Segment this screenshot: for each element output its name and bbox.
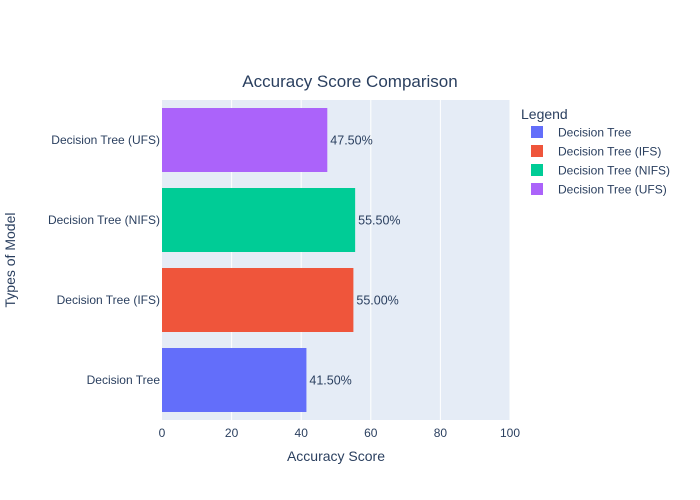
- x-tick-label: 60: [364, 426, 378, 440]
- y-tick-label: Decision Tree (UFS): [51, 133, 160, 147]
- legend-swatch[interactable]: [531, 164, 543, 176]
- legend-item-label[interactable]: Decision Tree (UFS): [558, 183, 667, 197]
- legend-swatch[interactable]: [531, 126, 543, 138]
- bar-value-label: 41.50%: [309, 374, 351, 388]
- x-tick-label: 80: [434, 426, 448, 440]
- legend: Legend Decision Tree Decision Tree (IFS) D…: [521, 106, 670, 197]
- y-axis-ticks: Decision Tree Decision Tree (IFS) Decision…: [48, 133, 160, 387]
- legend-title: Legend: [521, 106, 568, 122]
- bar-value-label: 47.50%: [330, 134, 372, 148]
- y-tick-label: Decision Tree: [87, 373, 161, 387]
- y-tick-label: Decision Tree (NIFS): [48, 213, 160, 227]
- legend-item-label[interactable]: Decision Tree: [558, 126, 632, 140]
- x-tick-label: 100: [500, 426, 520, 440]
- x-axis-title: Accuracy Score: [287, 448, 385, 464]
- legend-item-label[interactable]: Decision Tree (NIFS): [558, 164, 670, 178]
- x-axis-ticks: 0 20 40 60 80 100: [159, 426, 521, 440]
- legend-item-label[interactable]: Decision Tree (IFS): [558, 145, 661, 159]
- legend-swatch[interactable]: [531, 183, 543, 195]
- chart-title: Accuracy Score Comparison: [242, 72, 457, 91]
- x-tick-label: 40: [295, 426, 309, 440]
- x-tick-label: 0: [159, 426, 166, 440]
- x-tick-label: 20: [225, 426, 239, 440]
- bar: [162, 188, 356, 252]
- bar-value-label: 55.00%: [356, 294, 398, 308]
- bar-value-label: 55.50%: [358, 214, 400, 228]
- legend-swatch[interactable]: [531, 145, 543, 157]
- bar: [162, 348, 307, 412]
- bars: [162, 108, 356, 412]
- bar: [162, 108, 328, 172]
- y-axis-title: Types of Model: [2, 213, 18, 308]
- bar: [162, 268, 354, 332]
- bar-labels: 41.50% 55.00% 55.50% 47.50%: [309, 134, 400, 388]
- y-tick-label: Decision Tree (IFS): [57, 293, 160, 307]
